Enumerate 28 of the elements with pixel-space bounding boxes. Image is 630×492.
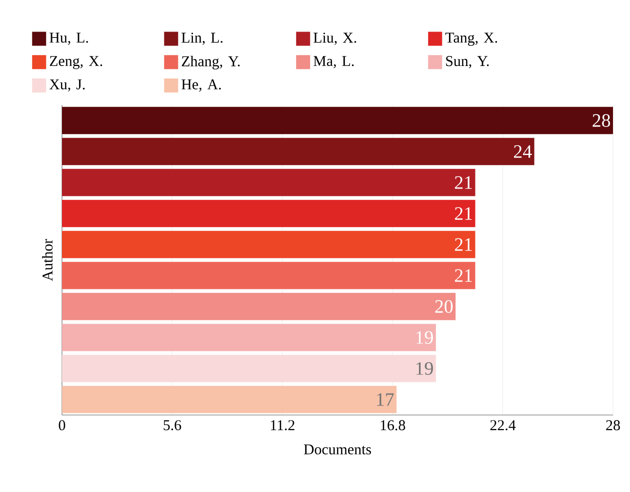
data-label: 28 xyxy=(592,114,610,127)
legend-label: Lin, L. xyxy=(182,32,222,45)
legend-label: Xu, J. xyxy=(49,79,85,92)
x-tick-label: 0 xyxy=(58,420,66,430)
x-tick-label: 16.8 xyxy=(380,420,406,430)
data-label: 17 xyxy=(377,393,394,406)
data-label: 21 xyxy=(454,269,472,282)
data-label: 20 xyxy=(435,300,453,313)
legend-label: Ma, L. xyxy=(314,56,354,68)
legend-label: Hu, L. xyxy=(50,32,88,45)
x-tick-label: 11.2 xyxy=(270,420,294,430)
data-label: 19 xyxy=(416,362,433,375)
data-label: 24 xyxy=(514,145,532,158)
legend-label: He, A. xyxy=(182,79,221,92)
data-label: 21 xyxy=(454,176,472,189)
legend-label: Liu, X. xyxy=(314,32,356,45)
legend-label: Zhang, Y. xyxy=(182,56,240,70)
data-label: 21 xyxy=(454,207,472,220)
legend-label: Zeng, X. xyxy=(50,56,102,70)
legend-label: Sun, Y. xyxy=(446,56,489,68)
x-tick-label: 22.4 xyxy=(490,420,516,430)
x-tick-label: 5.6 xyxy=(164,420,182,430)
data-label: 19 xyxy=(416,331,433,344)
legend-label: Tang, X. xyxy=(445,32,498,46)
x-tick-label: 28 xyxy=(606,420,620,430)
y-axis-title: Author xyxy=(42,238,53,282)
x-axis-title: Documents xyxy=(304,444,371,454)
data-label: 21 xyxy=(454,238,472,251)
